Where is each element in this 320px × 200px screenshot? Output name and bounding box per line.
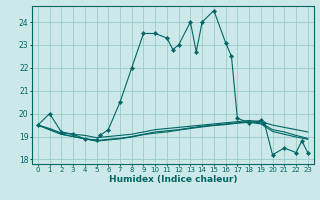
X-axis label: Humidex (Indice chaleur): Humidex (Indice chaleur)	[108, 175, 237, 184]
